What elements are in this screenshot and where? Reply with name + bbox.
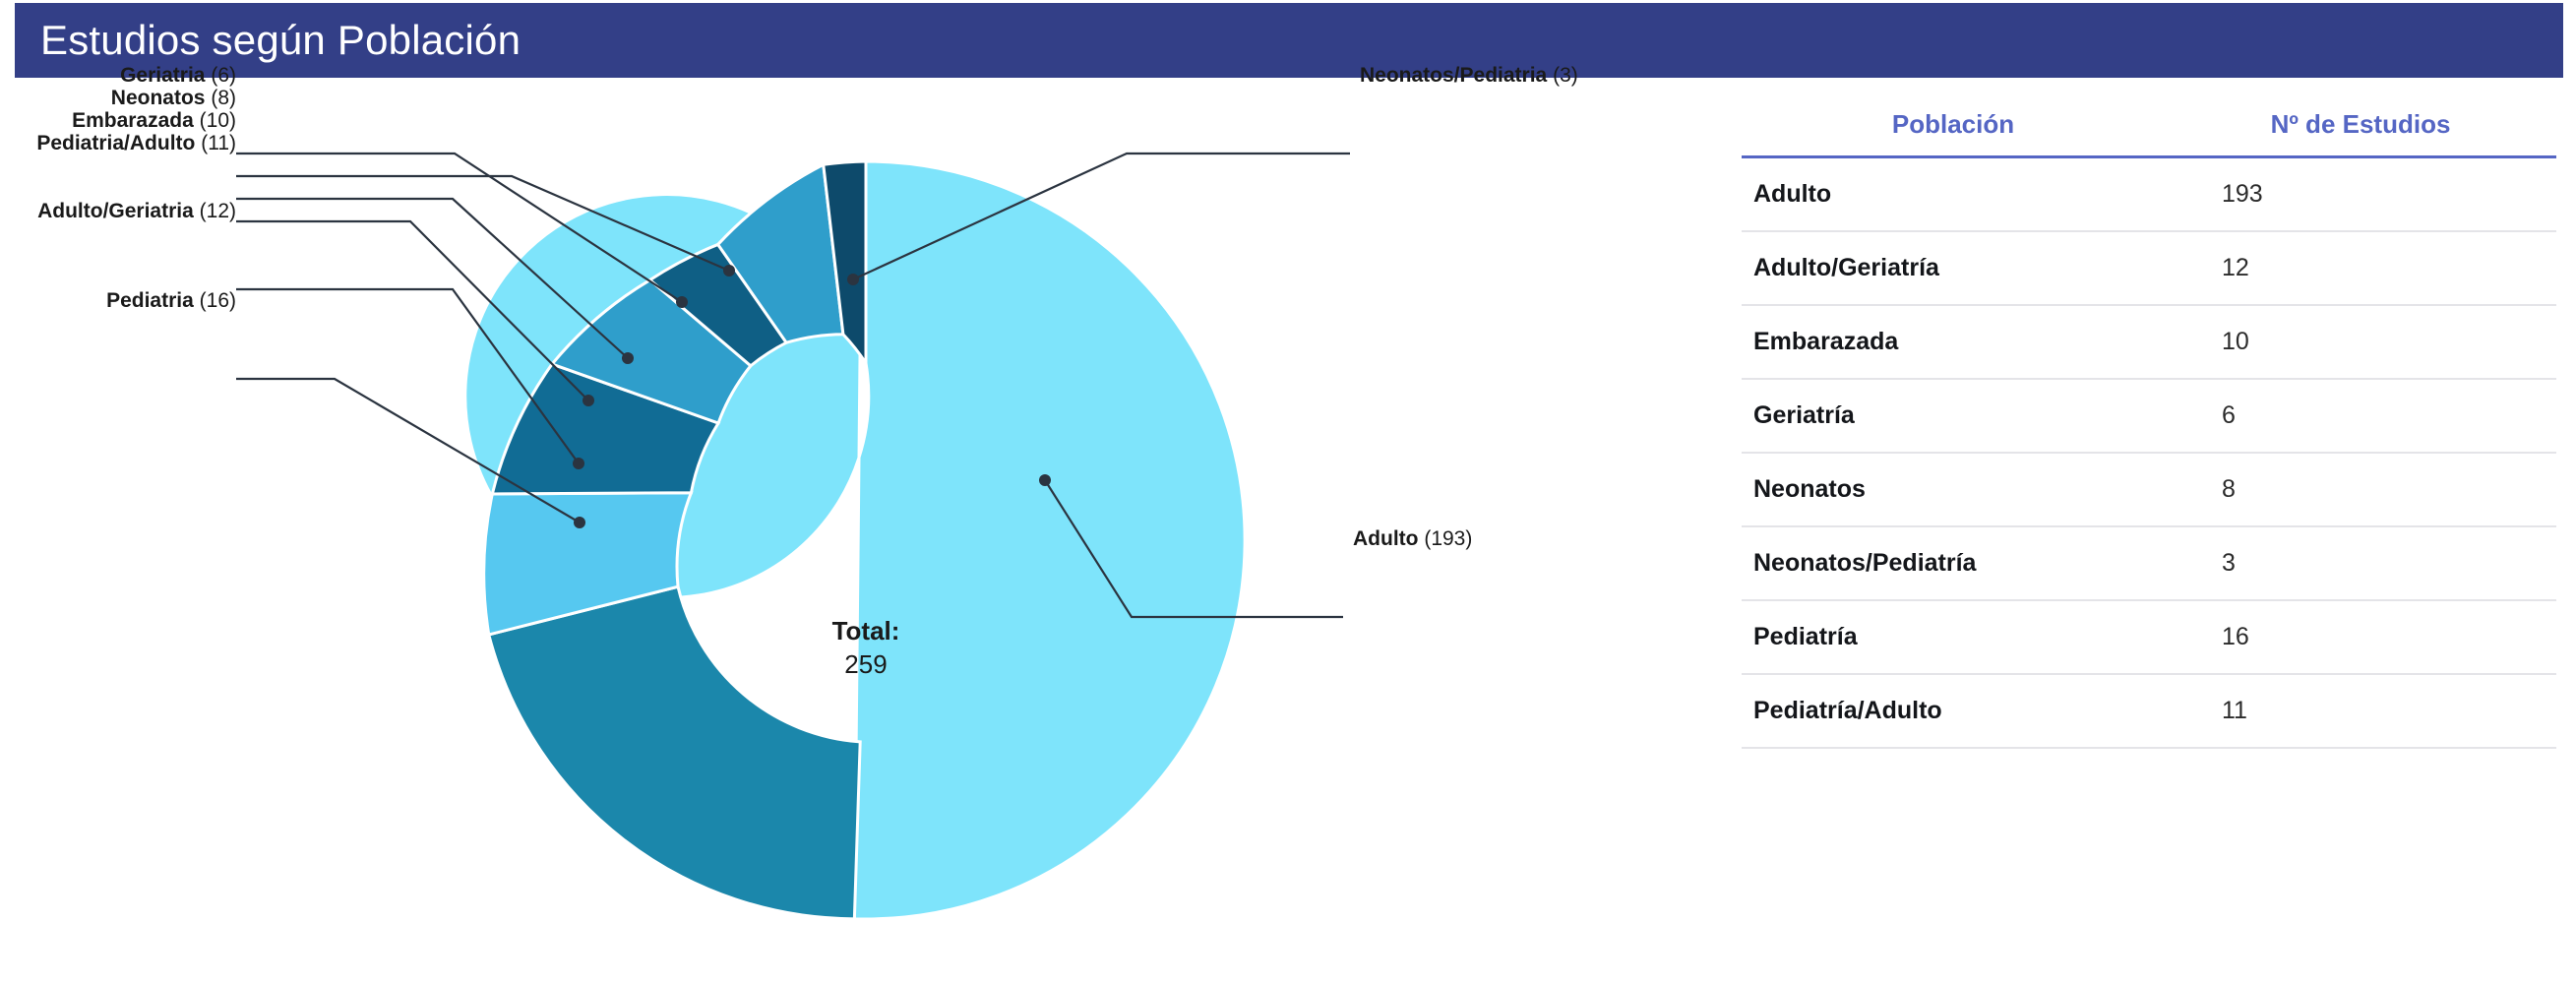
cell-estudios: 16 [2165,600,2556,675]
cell-poblacion: Geriatría [1742,379,2165,454]
slice-label-geriatria: Geriatria (6) [0,64,236,88]
cell-estudios: 11 [2165,674,2556,749]
table-row[interactable]: Geriatría 6 [1742,379,2556,454]
slice-label-pediatria-name: Pediatria [106,289,194,312]
page-header-banner: Estudios según Población [15,3,2563,78]
slice-label-geriatria-count: (6) [211,64,236,87]
leader-geriatria [236,152,683,303]
slice-label-geriatria-name: Geriatria [120,64,206,87]
slice-pediatria[interactable] [486,584,862,921]
slice-label-pediatria: Pediatria (16) [0,289,236,313]
slice-label-neonatos: Neonatos (8) [0,87,236,110]
cell-poblacion: Neonatos [1742,453,2165,527]
column-header-poblacion[interactable]: Población [1742,95,2165,158]
leader-embarazada [236,197,629,359]
leader-neonatos [236,174,730,273]
column-header-estudios[interactable]: Nº de Estudios [2165,95,2556,158]
cell-poblacion: Adulto [1742,156,2165,232]
slice-label-embarazada: Embarazada (10) [0,109,236,133]
slice-label-adulto-geriatria-name: Adulto/Geriatria [37,200,194,222]
slice-label-neonatos-count: (8) [211,87,236,109]
table-row[interactable]: Neonatos/Pediatría 3 [1742,526,2556,601]
dot-adulto-geriatria [573,458,584,469]
slice-label-pediatria-count: (16) [199,289,236,312]
slice-label-pediatria-adulto-name: Pediatria/Adulto [36,132,196,154]
dot-pediatria-adulto [583,395,594,406]
leader-neonatos-pediatria [852,152,1350,280]
page-title: Estudios según Población [40,17,521,63]
slice-label-adulto-geriatria-count: (12) [199,200,236,222]
table-row[interactable]: Adulto 193 [1742,156,2556,232]
cell-poblacion: Pediatría/Adulto [1742,674,2165,749]
leader-dots [573,265,1051,528]
dot-embarazada [622,352,634,364]
population-studies-table: Población Nº de Estudios Adulto 193 Adul… [1742,95,2556,749]
table-row[interactable]: Pediatría/Adulto 11 [1742,674,2556,749]
cell-estudios: 10 [2165,305,2556,380]
table-header-row: Población Nº de Estudios [1742,95,2556,158]
table-row[interactable]: Embarazada 10 [1742,305,2556,380]
leader-pediatria-adulto [236,219,589,401]
dot-pediatria [574,517,585,528]
slice-label-adulto-count: (193) [1424,527,1473,550]
cell-estudios: 8 [2165,453,2556,527]
cell-estudios: 12 [2165,231,2556,306]
table-row[interactable]: Pediatría 16 [1742,600,2556,675]
table-body: Adulto 193 Adulto/Geriatría 12 Embarazad… [1742,156,2556,749]
donut-slices [463,159,1247,921]
leader-lines [236,152,1350,619]
cell-poblacion: Neonatos/Pediatría [1742,526,2165,601]
leader-adulto-geriatria [236,287,580,464]
cell-estudios: 3 [2165,526,2556,601]
dot-adulto [1039,474,1051,486]
slice-label-pediatria-adulto: Pediatria/Adulto (11) [0,132,236,155]
table-head: Población Nº de Estudios [1742,95,2556,158]
slice-label-adulto-geriatria: Adulto/Geriatria (12) [0,200,236,223]
leader-adulto [1044,479,1343,619]
slice-neonatos-pediatria[interactable] [822,159,868,369]
slice-label-neonatos-pediatria-name: Neonatos/Pediatria [1360,64,1548,87]
slice-label-neonatos-name: Neonatos [110,87,206,109]
cell-poblacion: Pediatría [1742,600,2165,675]
slice-label-adulto: Adulto (193) [1353,527,1472,551]
slice-label-embarazada-name: Embarazada [72,109,194,132]
dot-geriatria [676,296,688,308]
donut-chart-panel: Total: 259 Geriatria (6) Neonatos (8) Em… [0,64,1712,984]
slice-label-neonatos-pediatria: Neonatos/Pediatria (3) [1360,64,1578,88]
cell-estudios: 193 [2165,156,2556,232]
cell-poblacion: Adulto/Geriatría [1742,231,2165,306]
table-row[interactable]: Adulto/Geriatría 12 [1742,231,2556,306]
slice-label-pediatria-adulto-count: (11) [201,132,236,154]
leader-pediatria [236,377,581,523]
cell-poblacion: Embarazada [1742,305,2165,380]
summary-table-panel: Población Nº de Estudios Adulto 193 Adul… [1712,78,2576,984]
table-row[interactable]: Neonatos 8 [1742,453,2556,527]
cell-estudios: 6 [2165,379,2556,454]
slice-label-neonatos-pediatria-count: (3) [1553,64,1578,87]
dot-neonatos [723,265,735,277]
dot-neonatos-pediatria [847,274,859,285]
donut-chart-svg [236,152,1350,921]
slice-label-embarazada-count: (10) [199,109,236,132]
slice-label-adulto-name: Adulto [1353,527,1419,550]
